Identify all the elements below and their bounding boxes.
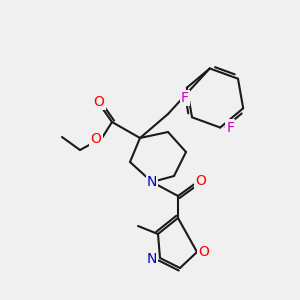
Text: N: N bbox=[147, 252, 157, 266]
Text: N: N bbox=[147, 175, 157, 189]
Text: O: O bbox=[199, 245, 209, 259]
Text: F: F bbox=[226, 121, 234, 134]
Text: F: F bbox=[181, 91, 189, 105]
Text: O: O bbox=[91, 132, 101, 146]
Text: O: O bbox=[94, 95, 104, 109]
Text: O: O bbox=[196, 174, 206, 188]
